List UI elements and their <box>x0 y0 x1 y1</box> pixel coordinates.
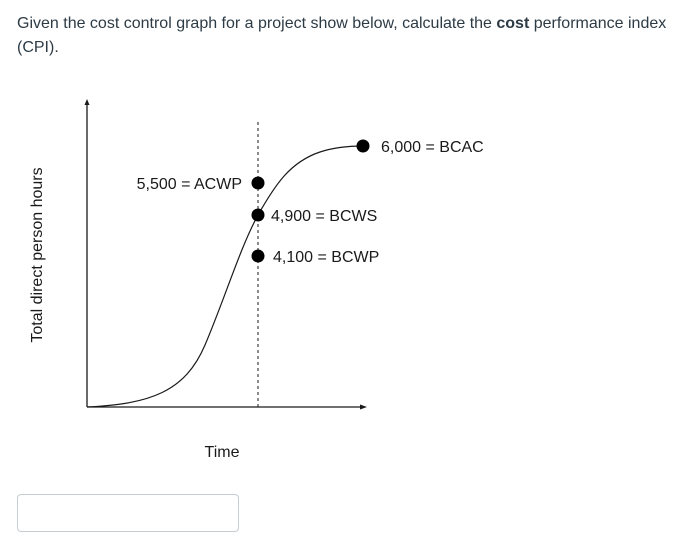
bcwp-point <box>251 249 265 263</box>
bcws-label: 4,900 = BCWS <box>271 208 377 225</box>
answer-input[interactable] <box>17 494 239 532</box>
question-text-end: performance index (CPI). <box>17 15 667 56</box>
bcac-label: 6,000 = BCAC <box>381 139 484 156</box>
question-text-start: Given the cost control graph for a proje… <box>17 15 497 32</box>
y-axis-arrow <box>84 99 90 105</box>
s-curve <box>86 145 364 408</box>
bcac-point <box>356 139 370 153</box>
bcwp-label: 4,100 = BCWP <box>273 249 379 266</box>
question-bold-word: cost <box>496 15 530 32</box>
question-text: Given the cost control graph for a proje… <box>17 12 677 60</box>
x-axis-arrow <box>360 404 367 410</box>
bcws-point <box>251 208 265 222</box>
acwp-label: 5,500 = ACWP <box>137 176 242 193</box>
x-axis-label: Time <box>205 444 240 461</box>
acwp-point <box>251 176 265 190</box>
y-axis-label: Total direct person hours <box>29 167 46 342</box>
